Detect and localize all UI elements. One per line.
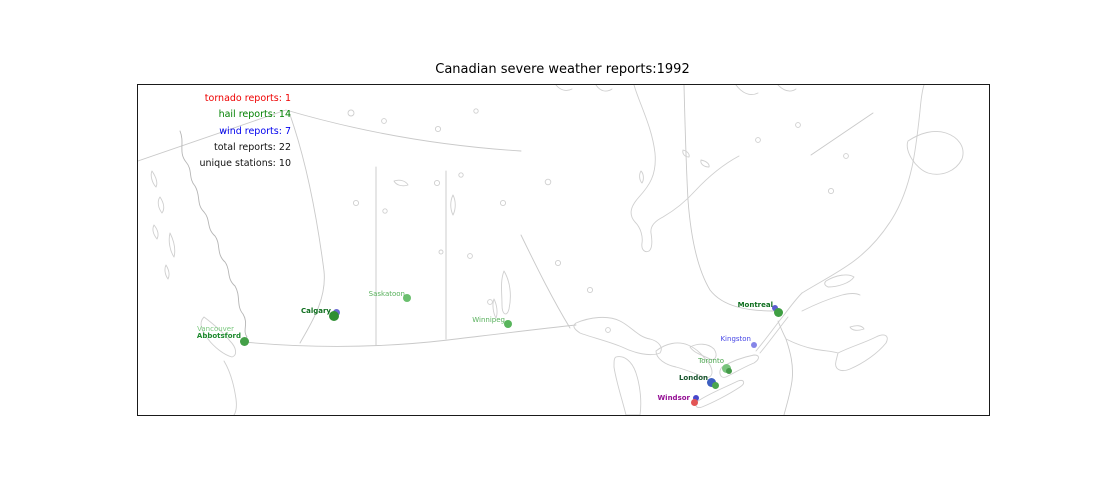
province-borders [138, 85, 874, 415]
canada-basemap [138, 85, 964, 415]
city-label-london: London [678, 374, 708, 382]
city-markers: Vancouver Abbotsford Calgary Saskatoon Winni… [138, 85, 989, 415]
mb-on-border [520, 234, 571, 329]
yukon-border [138, 109, 287, 162]
city-label-saskatoon: Saskatoon [368, 290, 405, 298]
georgian-bay [689, 343, 717, 360]
lake-michigan [613, 356, 642, 415]
us-border-east [783, 338, 793, 415]
legend-item: total reports: 22 [213, 141, 291, 153]
lake-superior [573, 316, 662, 356]
calgary-hail-dot [329, 311, 339, 321]
city-label-windsor: Windsor [657, 394, 690, 402]
bc-coastline [179, 130, 248, 342]
new-brunswick-coast [785, 338, 839, 354]
abbotsford-hail-dot [239, 336, 249, 346]
windsor-wind-dot [693, 395, 699, 401]
london-wind-dot [706, 377, 716, 387]
prince-edward-island [849, 325, 865, 331]
us-border-west [243, 324, 577, 347]
legend-item: unique stations: 10 [199, 158, 291, 170]
toronto-hail-dot [726, 368, 732, 374]
arctic-top-islands [555, 85, 797, 96]
newfoundland [906, 130, 964, 175]
legend-item: hail reports: 14 [218, 109, 291, 121]
olympic-coast-us [223, 360, 237, 415]
lake-erie [695, 380, 745, 408]
city-label-abbotsford: Abbotsford [196, 332, 241, 340]
panhandle-islands [150, 170, 165, 240]
qc-labrador-border [810, 112, 874, 156]
windsor-tornado-dot [690, 398, 698, 406]
map-plot-area: tornado reports: 1 hail reports: 14 wind r… [137, 84, 990, 416]
hudson-bay-islands [639, 149, 710, 184]
haida-gwaii-islands [164, 232, 176, 280]
anticosti-island [824, 274, 855, 288]
st-lawrence-river [755, 292, 803, 354]
city-label-montreal: Montreal [737, 301, 773, 309]
nb-maine-border [777, 320, 787, 340]
lake-winnipeg [501, 270, 511, 315]
city-label-winnipeg: Winnipeg [472, 316, 505, 324]
nwt-border-60n [285, 109, 522, 152]
lake-ontario [719, 354, 759, 378]
lake-huron [655, 342, 713, 378]
legend-item: tornado reports: 1 [204, 93, 291, 104]
london-hail-dot [711, 381, 719, 389]
vancouver-island [200, 316, 237, 358]
bc-ab-border [288, 111, 325, 344]
legend-item: wind reports: 7 [219, 125, 291, 137]
legend: tornado reports: 1 hail reports: 14 wind r… [158, 91, 291, 172]
montreal-hail-dot [773, 307, 783, 317]
winnipeg-hail-dot [504, 320, 512, 328]
city-label-vancouver: Vancouver [197, 325, 234, 333]
figure-title: Canadian severe weather reports:1992 [435, 62, 690, 77]
nova-scotia [835, 334, 888, 372]
kingston-wind-dot [751, 342, 757, 348]
gulf-st-lawrence-north-shore [801, 85, 925, 294]
city-label-kingston: Kingston [720, 335, 751, 343]
small-lakes [347, 108, 849, 333]
lake-manitoba [492, 298, 498, 319]
city-label-toronto: Toronto [698, 357, 724, 365]
gaspe-coast [801, 293, 861, 312]
on-qc-border [683, 85, 775, 312]
saskatoon-hail-dot [403, 294, 411, 302]
city-label-calgary: Calgary [300, 307, 331, 315]
hudson-bay-coast [630, 85, 740, 253]
